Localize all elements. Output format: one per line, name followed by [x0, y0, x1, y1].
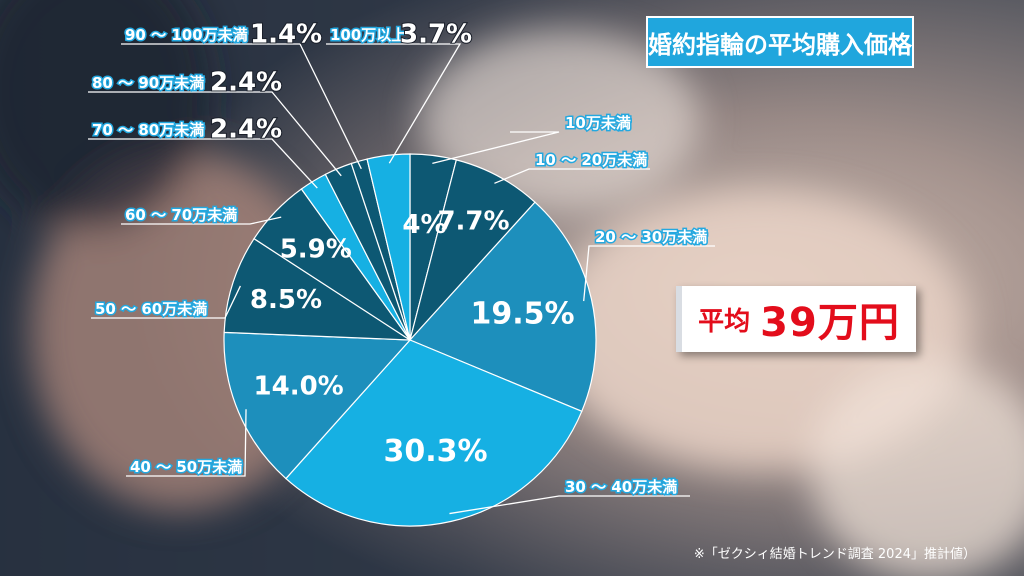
slice-category-label: 50 ～ 60万未満	[95, 300, 207, 318]
average-value: 39万円	[760, 300, 900, 346]
slice-category-label: 20 ～ 30万未満	[595, 228, 707, 246]
slice-percent-label: 1.4%	[250, 20, 322, 50]
percent-labels: 4%7.7% 19.5% 30.3% 14.0% 8.5% 5.9%	[250, 207, 575, 469]
slice-percent-label: 3.7%	[400, 20, 472, 50]
leader-line	[121, 216, 282, 225]
slice-percent-label: 7.7%	[437, 207, 509, 237]
slice-category-label: 70 ～ 80万未満	[92, 121, 204, 139]
slice-category-label: 10 ～ 20万未満	[535, 151, 647, 169]
leader-line	[432, 131, 560, 165]
slice-percent-label: 2.4%	[210, 115, 282, 145]
leader-line	[326, 43, 462, 164]
pie-slice	[285, 339, 583, 527]
slice-percent-label: 14.0%	[254, 372, 344, 402]
slice-percent-label: 2.4%	[210, 68, 282, 98]
leader-line	[88, 138, 318, 189]
leader-line	[91, 285, 241, 319]
chart-title: 婚約指輪の平均購入価格	[646, 16, 914, 68]
slice-percent-label: 5.9%	[280, 235, 352, 265]
slice-category-label: 80 ～ 90万未満	[92, 74, 204, 92]
slice-category-label: 90 ～ 100万未満	[125, 26, 248, 44]
slice-category-label: 100万以上	[330, 26, 406, 44]
slice-category-label: 10万未満	[565, 114, 631, 132]
slice-category-label: 40 ～ 50万未満	[130, 458, 242, 476]
leader-line	[88, 91, 342, 177]
leader-lines	[88, 43, 715, 515]
average-label: 平均	[698, 306, 751, 337]
category-labels: 10万未満 10 ～ 20万未満 20 ～ 30万未満 30 ～ 40万未満 40 ～ …	[91, 19, 709, 498]
slice-category-label: 30 ～ 40万未満	[565, 478, 677, 496]
slice-category-label: 60 ～ 70万未満	[125, 206, 237, 224]
leader-line	[126, 409, 247, 477]
pie-slices	[223, 153, 597, 527]
slice-percent-label: 30.3%	[384, 434, 488, 469]
pie-slice	[223, 237, 413, 341]
slice-percent-label: 8.5%	[250, 285, 322, 315]
average-badge: 平均 39万円	[676, 286, 916, 352]
leader-line	[121, 43, 362, 170]
pie-slice	[223, 331, 412, 480]
source-note: ※「ゼクシィ結婚トレンド調査 2024」推計値）	[693, 547, 976, 562]
slice-percent-label: 19.5%	[470, 296, 574, 331]
slice-percent-label: 4%	[402, 210, 446, 240]
pie-slice	[366, 153, 411, 341]
leader-line	[494, 168, 650, 184]
leader-line	[583, 245, 715, 302]
leader-line	[449, 495, 690, 515]
